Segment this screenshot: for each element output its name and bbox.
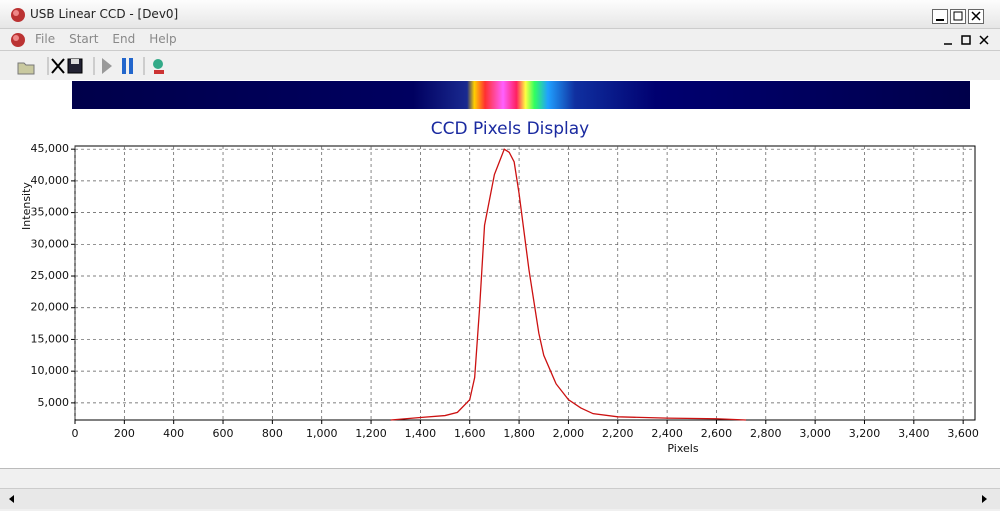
y-tick-label: 15,000 bbox=[31, 332, 70, 345]
x-tick-label: 1,400 bbox=[405, 427, 437, 440]
x-tick-label: 3,200 bbox=[849, 427, 881, 440]
horizontal-scrollbar[interactable] bbox=[0, 488, 1000, 509]
spectrum-image bbox=[72, 81, 970, 109]
menu-item[interactable]: Start bbox=[69, 32, 99, 46]
toolbar bbox=[0, 51, 1000, 80]
toolbar-buttons[interactable] bbox=[14, 55, 184, 77]
x-tick-label: 1,800 bbox=[503, 427, 535, 440]
status-bar bbox=[0, 468, 1000, 487]
x-tick-label: 0 bbox=[72, 427, 79, 440]
data-line bbox=[390, 148, 747, 421]
x-tick-label: 3,400 bbox=[898, 427, 930, 440]
chart: CCD Pixels Display Pixels Intensity 5,00… bbox=[0, 110, 1000, 468]
x-tick-label: 2,200 bbox=[602, 427, 634, 440]
x-tick-label: 3,600 bbox=[947, 427, 979, 440]
menu-item[interactable]: Help bbox=[149, 32, 177, 46]
y-tick-label: 40,000 bbox=[31, 174, 70, 187]
x-tick-label: 800 bbox=[262, 427, 283, 440]
x-tick-label: 2,400 bbox=[651, 427, 683, 440]
menu-items: File Start End Help bbox=[35, 29, 191, 50]
x-tick-label: 200 bbox=[114, 427, 135, 440]
x-tick-label: 2,600 bbox=[701, 427, 733, 440]
x-tick-label: 400 bbox=[163, 427, 184, 440]
plot-frame bbox=[74, 145, 976, 421]
x-tick-label: 1,000 bbox=[306, 427, 338, 440]
y-tick-label: 20,000 bbox=[31, 301, 70, 314]
window-controls[interactable] bbox=[932, 9, 996, 25]
y-tick-label: 10,000 bbox=[31, 364, 70, 377]
x-tick-label: 1,600 bbox=[454, 427, 486, 440]
y-tick-label: 35,000 bbox=[31, 206, 70, 219]
scroll-arrows[interactable] bbox=[0, 491, 1000, 507]
x-axis-label: Pixels bbox=[667, 442, 698, 455]
y-axis-label: Intensity bbox=[20, 182, 33, 230]
menu-bar: File Start End Help bbox=[0, 29, 1000, 51]
y-tick-label: 30,000 bbox=[31, 237, 70, 250]
doc-icon bbox=[11, 33, 25, 47]
doc-controls[interactable] bbox=[940, 32, 996, 48]
y-tick-label: 25,000 bbox=[31, 269, 70, 282]
y-tick-label: 5,000 bbox=[38, 396, 70, 409]
y-tick-label: 45,000 bbox=[31, 142, 70, 155]
x-tick-label: 2,000 bbox=[553, 427, 585, 440]
window-title: USB Linear CCD - [Dev0] bbox=[30, 7, 179, 21]
title-bar: USB Linear CCD - [Dev0] bbox=[0, 0, 1000, 29]
x-tick-label: 2,800 bbox=[750, 427, 782, 440]
menu-item[interactable]: End bbox=[112, 32, 136, 46]
x-tick-label: 600 bbox=[213, 427, 234, 440]
menu-item[interactable]: File bbox=[35, 32, 56, 46]
spectrum-strip bbox=[0, 80, 1000, 110]
app-icon bbox=[11, 8, 25, 22]
x-tick-label: 1,200 bbox=[355, 427, 387, 440]
chart-title: CCD Pixels Display bbox=[431, 119, 589, 139]
x-tick-label: 3,000 bbox=[799, 427, 831, 440]
